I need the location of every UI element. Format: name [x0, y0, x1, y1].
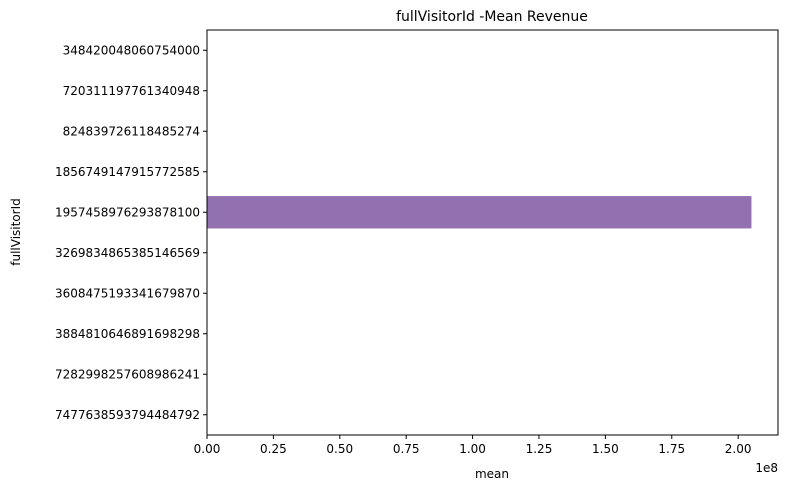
- y-tick-label: 7477638593794484792: [55, 408, 200, 422]
- y-tick-label: 824839726118485274: [63, 124, 200, 138]
- bar-1957458976293878100: [207, 196, 752, 229]
- y-tick-label: 1856749147915772585: [55, 165, 200, 179]
- x-tick-label: 2.00: [725, 442, 752, 456]
- y-tick-label: 720311197761340948: [63, 84, 200, 98]
- y-axis: 348420048060754000 720311197761340948 8248…: [55, 43, 207, 422]
- x-axis-scale-factor: 1e8: [755, 461, 778, 475]
- x-tick-label: 1.00: [459, 442, 486, 456]
- x-tick-label: 0.25: [260, 442, 287, 456]
- x-axis: 0.00 0.25 0.50 0.75 1.00 1.25 1.50 1.75 2.00: [194, 435, 752, 456]
- y-tick-label: 3269834865385146569: [55, 246, 200, 260]
- x-tick-label: 0.00: [194, 442, 221, 456]
- y-tick-label: 3884810646891698298: [55, 327, 200, 341]
- y-tick-label: 1957458976293878100: [55, 205, 200, 219]
- y-tick-label: 348420048060754000: [63, 43, 200, 57]
- chart-title: fullVisitorId -Mean Revenue: [396, 9, 588, 25]
- y-axis-label: fullVisitorId: [9, 198, 23, 266]
- x-tick-label: 1.50: [592, 442, 619, 456]
- plot-area-frame: [206, 29, 779, 436]
- x-axis-label: mean: [475, 467, 509, 481]
- y-tick-label: 3608475193341679870: [55, 286, 200, 300]
- x-tick-label: 0.75: [393, 442, 420, 456]
- x-tick-label: 0.50: [326, 442, 353, 456]
- bars-layer: [207, 196, 752, 229]
- x-tick-label: 1.75: [658, 442, 685, 456]
- x-tick-label: 1.25: [526, 442, 553, 456]
- y-tick-label: 7282998257608986241: [55, 367, 200, 381]
